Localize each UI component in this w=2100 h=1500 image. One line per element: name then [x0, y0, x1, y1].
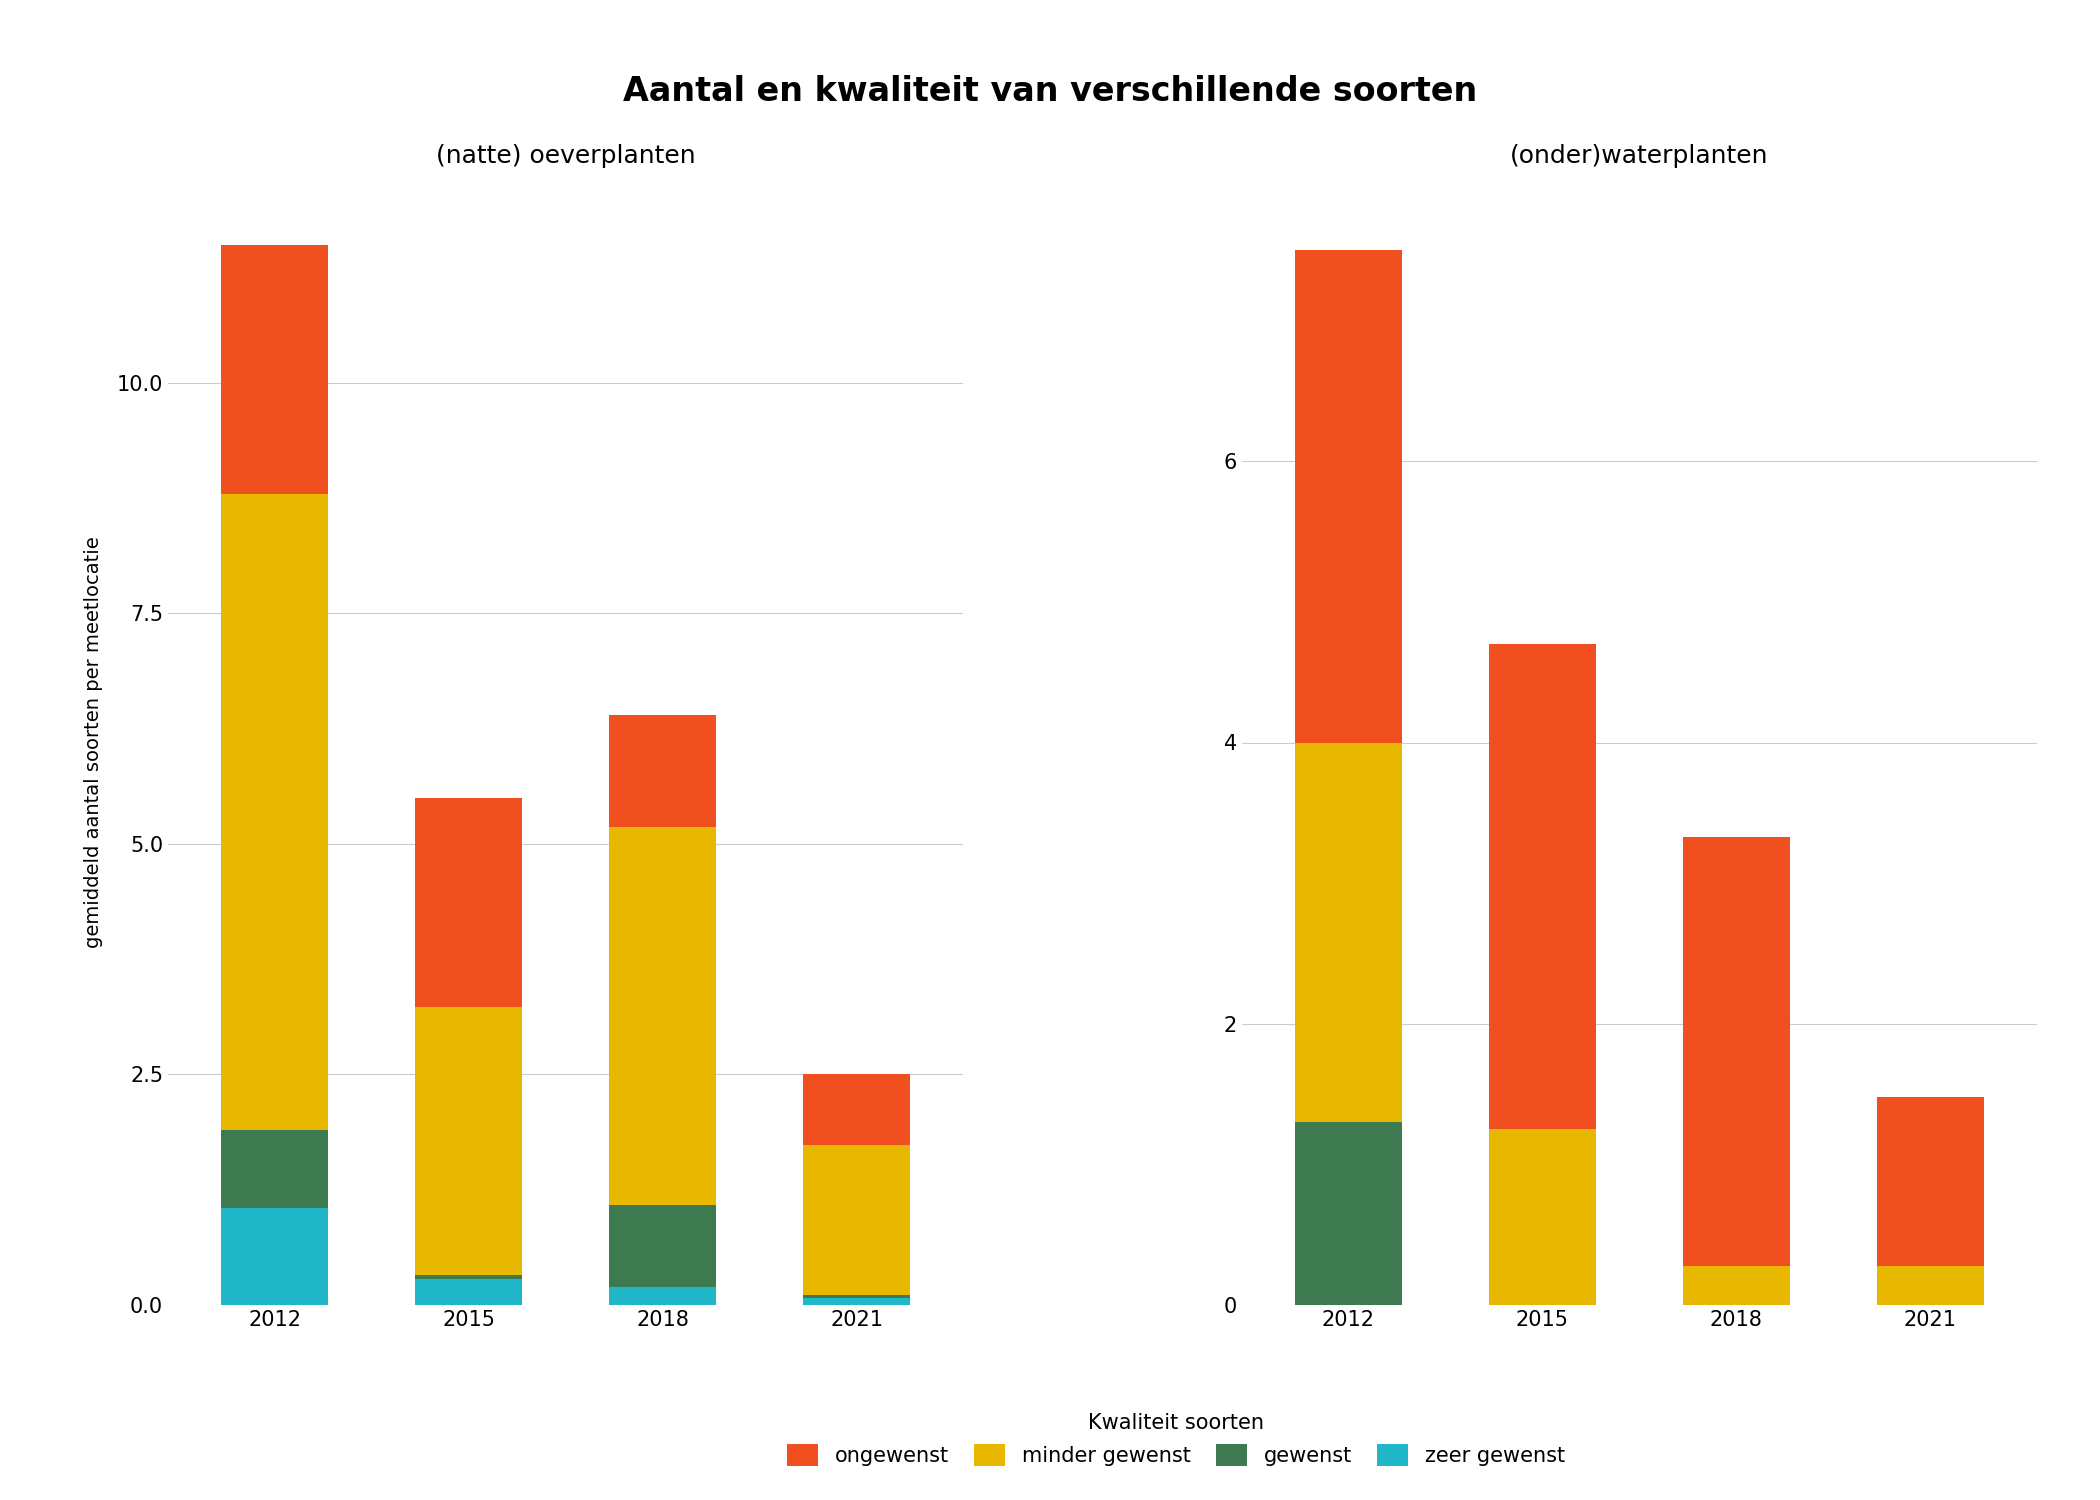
Title: (onder)waterplanten: (onder)waterplanten	[1510, 144, 1768, 168]
Bar	[220, 1208, 328, 1305]
Bar	[609, 1206, 716, 1287]
Bar	[609, 1287, 716, 1305]
Bar	[1877, 1266, 1984, 1305]
Legend: ongewenst, minder gewenst, gewenst, zeer gewenst: ongewenst, minder gewenst, gewenst, zeer…	[779, 1406, 1573, 1474]
Bar	[416, 1275, 523, 1280]
Bar	[1877, 1096, 1984, 1266]
Bar	[416, 1007, 523, 1275]
Bar	[1682, 1266, 1789, 1305]
Bar	[1489, 644, 1596, 1130]
Bar	[804, 1146, 909, 1294]
Bar	[1296, 742, 1401, 1122]
Bar	[804, 1074, 909, 1146]
Bar	[220, 1130, 328, 1208]
Bar	[804, 1298, 909, 1305]
Bar	[1296, 251, 1401, 742]
Bar	[416, 1280, 523, 1305]
Bar	[609, 828, 716, 1206]
Y-axis label: gemiddeld aantal soorten per meetlocatie: gemiddeld aantal soorten per meetlocatie	[84, 537, 103, 948]
Bar	[609, 716, 716, 828]
Bar	[1489, 1130, 1596, 1305]
Bar	[804, 1294, 909, 1298]
Title: (natte) oeverplanten: (natte) oeverplanten	[437, 144, 695, 168]
Bar	[1682, 837, 1789, 1266]
Bar	[220, 494, 328, 1130]
Bar	[416, 798, 523, 1006]
Text: Aantal en kwaliteit van verschillende soorten: Aantal en kwaliteit van verschillende so…	[624, 75, 1476, 108]
Bar	[1296, 1122, 1401, 1305]
Bar	[220, 244, 328, 494]
